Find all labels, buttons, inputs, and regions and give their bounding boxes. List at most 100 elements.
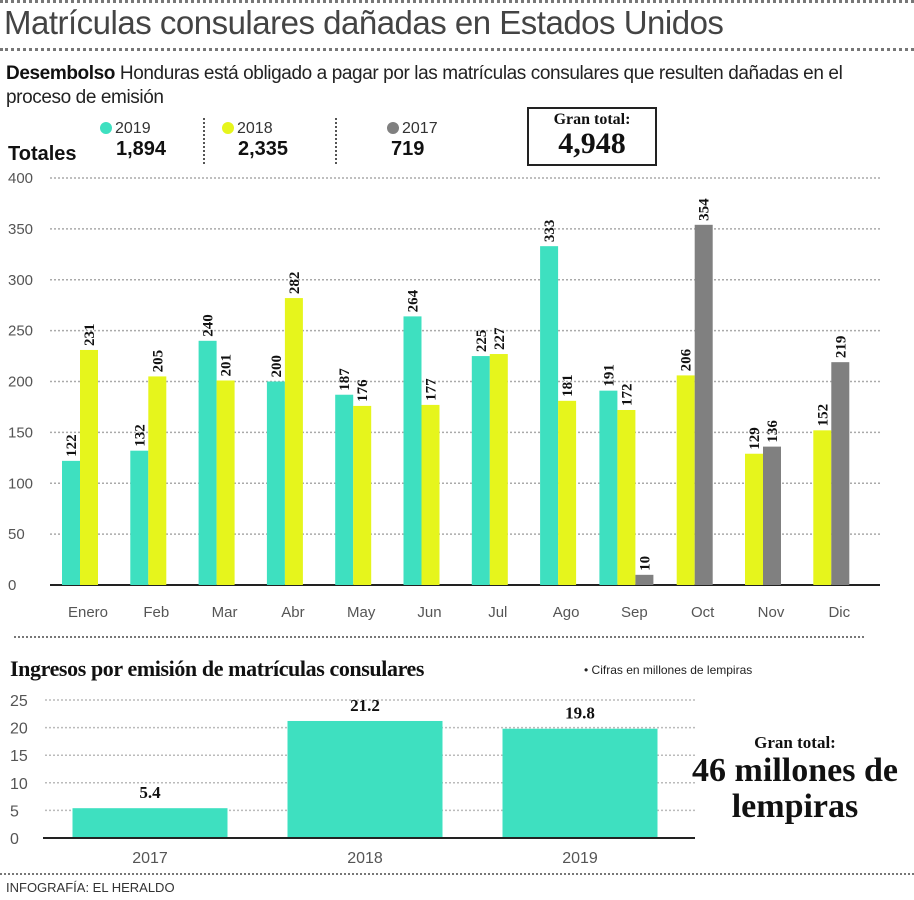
- data-label: 122: [64, 434, 80, 457]
- bar: [287, 720, 443, 838]
- y-tick-label: 50: [8, 526, 25, 543]
- data-label: 10: [637, 556, 653, 571]
- chart2-title: Ingresos por emisión de matrículas consu…: [10, 656, 425, 681]
- lead: Desembolso: [6, 63, 115, 84]
- y-tick-label: 150: [8, 424, 33, 441]
- y-tick-label: 250: [8, 323, 33, 340]
- data-label: 333: [542, 220, 558, 243]
- x-tick-label: Oct: [691, 604, 715, 621]
- legend-total: 1,894: [116, 138, 167, 160]
- bar-2018: [489, 354, 508, 585]
- grand-total-value: 4,948: [558, 127, 626, 160]
- data-label: 205: [150, 350, 166, 373]
- legend-dot-icon: [222, 122, 234, 134]
- bar-2019: [599, 390, 618, 585]
- legend-2018: 2018 2,335: [222, 120, 288, 161]
- bar-2017: [694, 224, 713, 585]
- legend-year: 2017: [402, 120, 438, 137]
- data-label: 231: [82, 323, 98, 346]
- y-tick-label: 100: [8, 475, 33, 492]
- legend-year: 2019: [115, 120, 151, 137]
- data-label: 172: [619, 383, 635, 406]
- bar-2019: [471, 356, 490, 585]
- data-label: 201: [219, 354, 235, 377]
- data-label: 354: [697, 198, 713, 221]
- data-label: 219: [833, 336, 849, 359]
- bar-2019: [403, 316, 422, 585]
- bar-2018: [148, 376, 167, 585]
- data-label: 132: [132, 424, 148, 447]
- chart2-grand-total-label: Gran total:: [754, 733, 836, 752]
- legend-total: 2,335: [238, 138, 289, 160]
- bar-2019: [62, 460, 80, 585]
- legend-dot-icon: [100, 122, 112, 134]
- x-tick-label: Sep: [621, 604, 648, 621]
- legend-dot-icon: [387, 122, 399, 134]
- totals-label: Totales: [8, 143, 77, 165]
- bar-2018: [676, 375, 695, 585]
- data-label: 181: [560, 374, 576, 397]
- y-tick-label: 400: [8, 170, 33, 187]
- x-tick-label: Feb: [143, 604, 169, 621]
- x-tick-label: Nov: [758, 604, 785, 621]
- bar-2018: [421, 404, 440, 585]
- bar-2019: [335, 394, 354, 585]
- y-tick-label: 0: [8, 577, 16, 594]
- x-tick-label: Ago: [553, 604, 580, 621]
- description-text: Honduras está obligado a pagar por las m…: [6, 63, 843, 108]
- data-label: 200: [269, 355, 285, 378]
- y-tick-label: 0: [10, 831, 19, 848]
- bar-2018: [745, 453, 763, 585]
- y-tick-label: 10: [10, 776, 28, 793]
- chart2-grand-total-value: 46 millones de lempiras: [692, 752, 898, 825]
- y-tick-label: 5: [10, 803, 19, 820]
- legend-separator: [335, 118, 337, 164]
- y-tick-label: 200: [8, 374, 33, 391]
- data-label: 282: [287, 272, 303, 295]
- data-label: 191: [601, 364, 617, 387]
- bar-2019: [130, 450, 149, 585]
- bar-2018: [813, 430, 832, 585]
- top-divider: [0, 0, 914, 3]
- x-tick-label: Enero: [68, 604, 108, 621]
- bar-2017: [635, 574, 654, 585]
- data-label: 129: [747, 427, 763, 450]
- data-label: 5.4: [139, 783, 161, 802]
- x-tick-label: Jul: [488, 604, 507, 621]
- y-tick-label: 15: [10, 748, 28, 765]
- bar-2018: [558, 400, 577, 585]
- legend-2017: 2017 719: [387, 120, 438, 161]
- data-label: 264: [406, 289, 422, 312]
- data-label: 177: [424, 378, 440, 401]
- y-tick-label: 25: [10, 693, 28, 710]
- x-tick-label: Dic: [828, 604, 850, 621]
- grand-total-label: Gran total:: [553, 111, 631, 128]
- title-divider: [0, 48, 914, 51]
- bar: [72, 808, 228, 838]
- bar-2018: [216, 380, 235, 585]
- bar-2019: [540, 246, 559, 586]
- data-label: 176: [355, 379, 371, 402]
- x-tick-label: 2018: [347, 850, 383, 867]
- legend-total: 719: [391, 138, 425, 160]
- data-label: 187: [337, 368, 353, 391]
- data-label: 136: [765, 420, 781, 443]
- bar-2018: [80, 349, 98, 585]
- data-label: 19.8: [565, 704, 595, 723]
- footer-divider: [0, 873, 914, 875]
- credit: INFOGRAFÍA: EL HERALDO: [6, 880, 175, 895]
- section-divider: [14, 636, 864, 638]
- bar-2017: [763, 446, 781, 585]
- data-label: 227: [492, 327, 508, 350]
- page-title: Matrículas consulares dañadas en Estados…: [4, 4, 724, 41]
- legend-separator: [203, 118, 205, 164]
- data-label: 225: [474, 330, 490, 353]
- x-tick-label: 2019: [562, 850, 598, 867]
- bar: [502, 728, 658, 838]
- legend-year: 2018: [237, 120, 273, 137]
- y-tick-label: 20: [10, 721, 28, 738]
- bar-2018: [353, 405, 372, 585]
- bar-2019: [266, 381, 285, 585]
